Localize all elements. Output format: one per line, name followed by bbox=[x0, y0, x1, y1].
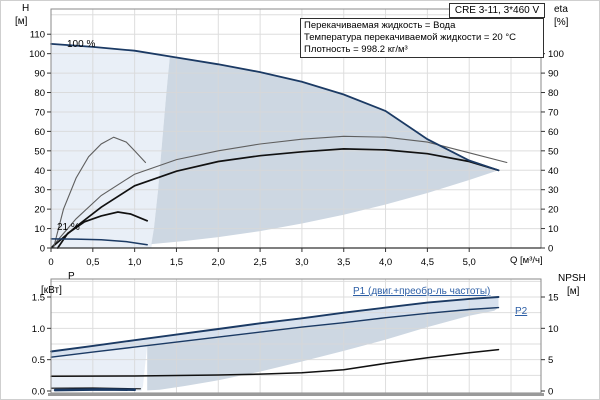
tick-label-right: 60 bbox=[548, 127, 559, 138]
tick-label-left: 90 bbox=[34, 69, 45, 80]
power-npsh-chart: 0.0 0.5 1.0 1.5 0 5 10 15 bbox=[32, 278, 559, 398]
tick-label-bottom: 2,0 bbox=[212, 257, 225, 268]
tick-label-bottom: 3,0 bbox=[295, 257, 308, 268]
npsh-axis-label: NPSH bbox=[558, 273, 586, 284]
p-axis-unit: [кВт] bbox=[41, 285, 62, 296]
p-axis-label: P bbox=[68, 271, 75, 282]
tick-label-left: 70 bbox=[34, 107, 45, 118]
tick-label-bottom: 1,5 bbox=[170, 257, 183, 268]
tick-label-bottom: 1,0 bbox=[128, 257, 141, 268]
curve-npsh bbox=[50, 348, 500, 378]
tick-label-bottom: 4,5 bbox=[421, 257, 434, 268]
tick-label-right: 5 bbox=[548, 355, 553, 366]
liquid-info-box: Перекачиваемая жидкость = Вода Температу… bbox=[300, 18, 544, 58]
npsh-axis-unit: [м] bbox=[567, 286, 580, 297]
tick-marks bbox=[47, 33, 545, 252]
qh-eta-chart: 0 10 20 30 40 50 60 70 80 90 100 110 0 10 20 30 40 50 60 70… bbox=[29, 8, 564, 268]
tick-label-left: 30 bbox=[34, 185, 45, 196]
tick-label-bottom: 0,5 bbox=[86, 257, 99, 268]
tick-label-right: 0 bbox=[548, 244, 553, 255]
tick-label-left: 20 bbox=[34, 205, 45, 216]
p1-curve-label: P1 (двиг.+преобр-ль частоты) bbox=[353, 286, 491, 297]
tick-label-right: 40 bbox=[548, 166, 559, 177]
tick-label-left: 0 bbox=[40, 244, 45, 255]
curve-eta-total-21 bbox=[56, 211, 149, 249]
region-power-light bbox=[51, 345, 148, 391]
p2-curve-label: P2 bbox=[515, 306, 528, 317]
info-liquid: Перекачиваемая жидкость = Вода bbox=[304, 20, 456, 31]
info-temperature: Температура перекачиваемой жидкости = 20… bbox=[304, 32, 516, 43]
gridlines bbox=[51, 279, 541, 393]
tick-label-right: 90 bbox=[548, 69, 559, 80]
tick-marks bbox=[47, 296, 545, 392]
speed-100-label: 100 % bbox=[67, 39, 96, 50]
curve-p2 bbox=[50, 306, 500, 358]
tick-label-right: 15 bbox=[548, 292, 559, 303]
curve-p1 bbox=[50, 296, 500, 353]
tick-label-right: 80 bbox=[548, 88, 559, 99]
tick-label-left: 1.5 bbox=[32, 292, 45, 303]
tick-label-left: 0.0 bbox=[32, 387, 45, 398]
tick-label-bottom: 4,0 bbox=[379, 257, 392, 268]
tick-label-right: 10 bbox=[548, 224, 559, 235]
h-axis-unit: [м] bbox=[15, 16, 28, 27]
tick-label-left: 1.0 bbox=[32, 324, 45, 335]
curve-eta-pump-21 bbox=[52, 136, 147, 249]
tick-label-left: 10 bbox=[34, 224, 45, 235]
region-speed-envelope-light bbox=[51, 43, 170, 249]
tick-label-right: 0 bbox=[548, 387, 553, 398]
h-axis-label: H bbox=[22, 3, 30, 14]
curve-eta-pump-100 bbox=[50, 135, 508, 249]
tick-label-right: 10 bbox=[548, 324, 559, 335]
tick-label-left: 100 bbox=[29, 49, 45, 60]
q-axis-label: Q [м³/ч] bbox=[510, 255, 543, 266]
tick-label-bottom: 5,0 bbox=[463, 257, 476, 268]
tick-label-right: 30 bbox=[548, 185, 559, 196]
tick-label-bottom: 2,5 bbox=[253, 257, 266, 268]
tick-label-right: 50 bbox=[548, 146, 559, 157]
curve-h-100 bbox=[50, 43, 500, 172]
tick-label-left: 0.5 bbox=[32, 355, 45, 366]
curve-h-21 bbox=[50, 238, 148, 246]
tick-label-right: 70 bbox=[548, 107, 559, 118]
tick-label-left: 110 bbox=[30, 30, 45, 41]
region-p1-p2-band bbox=[51, 297, 499, 358]
tick-label-left: 60 bbox=[34, 127, 45, 138]
tick-label-left: 40 bbox=[34, 166, 45, 177]
speed-21-label: 21 % bbox=[57, 222, 80, 233]
info-density: Плотность = 998.2 кг/м³ bbox=[304, 44, 408, 55]
eta-axis-label: eta bbox=[554, 4, 568, 15]
tick-label-bottom: 3,5 bbox=[337, 257, 350, 268]
tick-label-right: 20 bbox=[548, 205, 559, 216]
tick-label-right: 100 bbox=[548, 49, 564, 60]
pump-title-box: CRE 3-11, 3*460 V bbox=[449, 3, 545, 18]
tick-label-left: 50 bbox=[34, 146, 45, 157]
tick-label-bottom: 0 bbox=[48, 257, 53, 268]
eta-axis-unit: [%] bbox=[554, 17, 569, 28]
curve-eta-total-100 bbox=[50, 148, 500, 249]
curve-p1-21 bbox=[53, 388, 136, 392]
tick-label-left: 80 bbox=[34, 88, 45, 99]
